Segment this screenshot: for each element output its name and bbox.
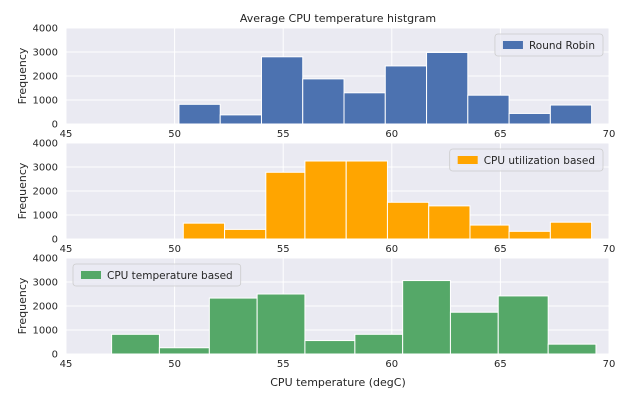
histogram-bar (265, 171, 306, 240)
y-tick-label: 4000 (33, 139, 58, 150)
y-axis-label: Frequency (16, 162, 29, 219)
histogram-bar (549, 104, 593, 125)
histogram-bar (497, 295, 549, 355)
x-tick-label: 70 (603, 129, 616, 140)
y-axis-label: Frequency (16, 47, 29, 104)
y-tick-label: 4000 (33, 254, 58, 265)
histogram-bar (304, 160, 347, 240)
legend: CPU temperature based (72, 263, 242, 287)
histogram-bar (547, 343, 597, 355)
histogram-bar (345, 160, 388, 240)
panel-3: 0 1000 2000 3000 4000 45 50 55 60 65 70 Frequency CP… (16, 254, 615, 371)
histogram-bar (508, 112, 551, 125)
y-tick-label: 3000 (33, 278, 58, 289)
histogram-bar (384, 65, 428, 125)
legend-swatch (81, 271, 101, 279)
y-tick-label: 3000 (33, 48, 58, 59)
y-tick-label: 3000 (33, 163, 58, 174)
y-tick-label: 1000 (33, 96, 58, 107)
histogram-bar (304, 340, 356, 355)
histogram-bar (549, 221, 593, 240)
x-tick-label: 50 (168, 244, 181, 255)
x-tick-label: 60 (385, 359, 398, 370)
legend: CPU utilization based (449, 148, 604, 172)
panel-1: 0 1000 2000 3000 4000 45 50 55 60 65 70 Frequency Ro… (16, 24, 615, 141)
x-tick-label: 45 (60, 129, 73, 140)
x-axis-label: CPU temperature (degC) (270, 376, 406, 389)
histogram-bar (343, 92, 386, 125)
histogram-bar (219, 114, 262, 125)
histogram-bar (467, 94, 510, 125)
y-tick-label: 2000 (33, 187, 58, 198)
y-tick-label: 1000 (33, 326, 58, 337)
x-tick-label: 45 (60, 244, 73, 255)
x-tick-label: 55 (277, 359, 290, 370)
legend: Round Robin (494, 33, 604, 57)
y-tick-label: 0 (52, 120, 58, 131)
x-tick-label: 70 (603, 244, 616, 255)
histogram-bar (111, 333, 160, 355)
legend-swatch (502, 41, 523, 49)
y-tick-label: 2000 (33, 302, 58, 313)
histogram-bar (449, 311, 499, 355)
legend-swatch (457, 156, 478, 164)
histogram-bar (302, 78, 345, 125)
histogram-bar (256, 293, 306, 355)
histogram-bar (469, 224, 510, 240)
x-tick-label: 65 (494, 359, 507, 370)
y-tick-label: 0 (52, 235, 58, 246)
x-tick-label: 65 (494, 244, 507, 255)
histogram-bar (426, 51, 469, 125)
x-tick-label: 70 (603, 359, 616, 370)
histogram-bar (178, 103, 221, 125)
y-tick-label: 4000 (33, 24, 58, 35)
x-tick-label: 45 (60, 359, 73, 370)
chart-title: Average CPU temperature histgram (240, 12, 436, 25)
y-tick-label: 1000 (33, 211, 58, 222)
x-tick-label: 50 (168, 129, 181, 140)
histogram-bar (158, 347, 210, 355)
legend-frame (494, 33, 604, 57)
histogram-bar (428, 205, 471, 240)
x-tick-label: 55 (277, 129, 290, 140)
x-tick-label: 60 (385, 129, 398, 140)
y-tick-label: 2000 (33, 72, 58, 83)
histogram-bar (508, 230, 551, 240)
legend-label: CPU temperature based (107, 270, 233, 282)
x-tick-label: 55 (277, 244, 290, 255)
histogram-bar (224, 228, 267, 240)
histogram-bar (386, 201, 430, 240)
histogram-bar (182, 222, 226, 240)
legend-label: Round Robin (529, 40, 595, 52)
x-tick-label: 50 (168, 359, 181, 370)
y-axis-label: Frequency (16, 277, 29, 334)
panel-2: 0 1000 2000 3000 4000 45 50 55 60 65 70 Frequency CP… (16, 139, 615, 256)
legend-frame (449, 148, 604, 172)
legend-frame (72, 263, 242, 287)
histogram-bar (402, 280, 451, 355)
histogram-bar (354, 333, 404, 355)
histogram-bar (208, 297, 258, 355)
y-tick-label: 0 (52, 350, 58, 361)
x-tick-label: 60 (385, 244, 398, 255)
histogram-bar (260, 56, 304, 125)
legend-label: CPU utilization based (484, 155, 595, 167)
x-tick-label: 65 (494, 129, 507, 140)
